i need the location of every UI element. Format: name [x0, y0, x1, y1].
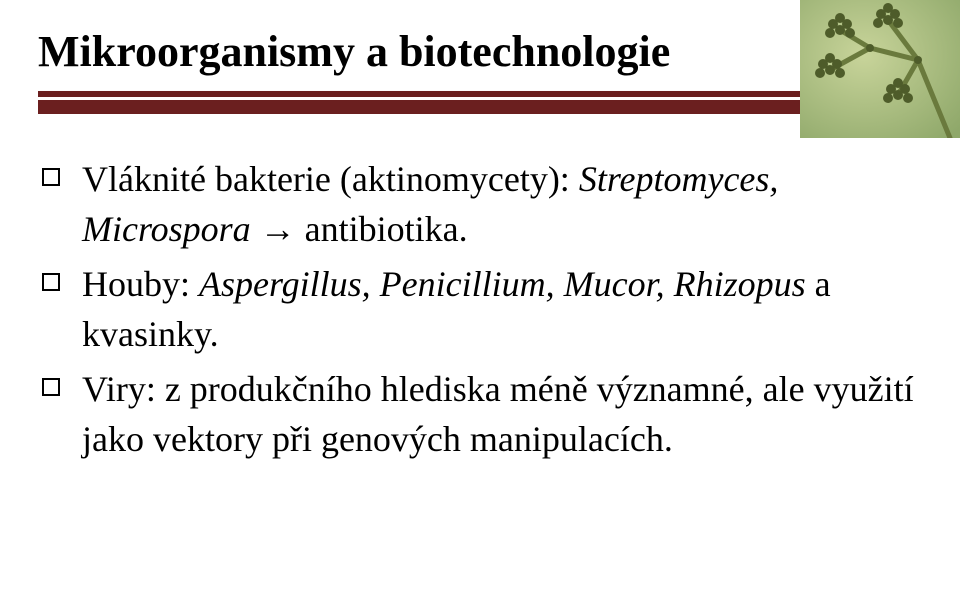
bullet-square-icon — [42, 273, 60, 291]
text-tail: antibiotika. — [305, 209, 468, 249]
slide-title: Mikroorganismy a biotechnologie — [38, 26, 922, 91]
rule-thick — [38, 100, 922, 114]
rule-thin — [38, 91, 922, 97]
bullet-list: Vláknité bakterie (aktinomycety): Strept… — [38, 154, 922, 464]
text-italic: Aspergillus, Penicillium, Mucor, Rhizopu… — [199, 264, 806, 304]
text-plain: Houby: — [82, 264, 199, 304]
fungus-icon — [800, 0, 960, 138]
bullet-square-icon — [42, 378, 60, 396]
bullet-square-icon — [42, 168, 60, 186]
list-item: Houby: Aspergillus, Penicillium, Mucor, … — [38, 259, 922, 360]
list-item: Viry: z produkčního hlediska méně význam… — [38, 364, 922, 465]
bullet-text: Houby: Aspergillus, Penicillium, Mucor, … — [82, 259, 922, 360]
list-item: Vláknité bakterie (aktinomycety): Strept… — [38, 154, 922, 255]
bullet-text: Vláknité bakterie (aktinomycety): Strept… — [82, 154, 922, 255]
title-underline — [38, 91, 922, 114]
text-plain: Vláknité bakterie (aktinomycety): — [82, 159, 579, 199]
corner-illustration — [800, 0, 960, 138]
bullet-text: Viry: z produkčního hlediska méně význam… — [82, 364, 922, 465]
text-arrow: → — [251, 209, 305, 249]
slide: Mikroorganismy a biotechnologie Vláknité… — [0, 0, 960, 590]
text-plain: Viry: z produkčního hlediska méně význam… — [82, 369, 914, 459]
